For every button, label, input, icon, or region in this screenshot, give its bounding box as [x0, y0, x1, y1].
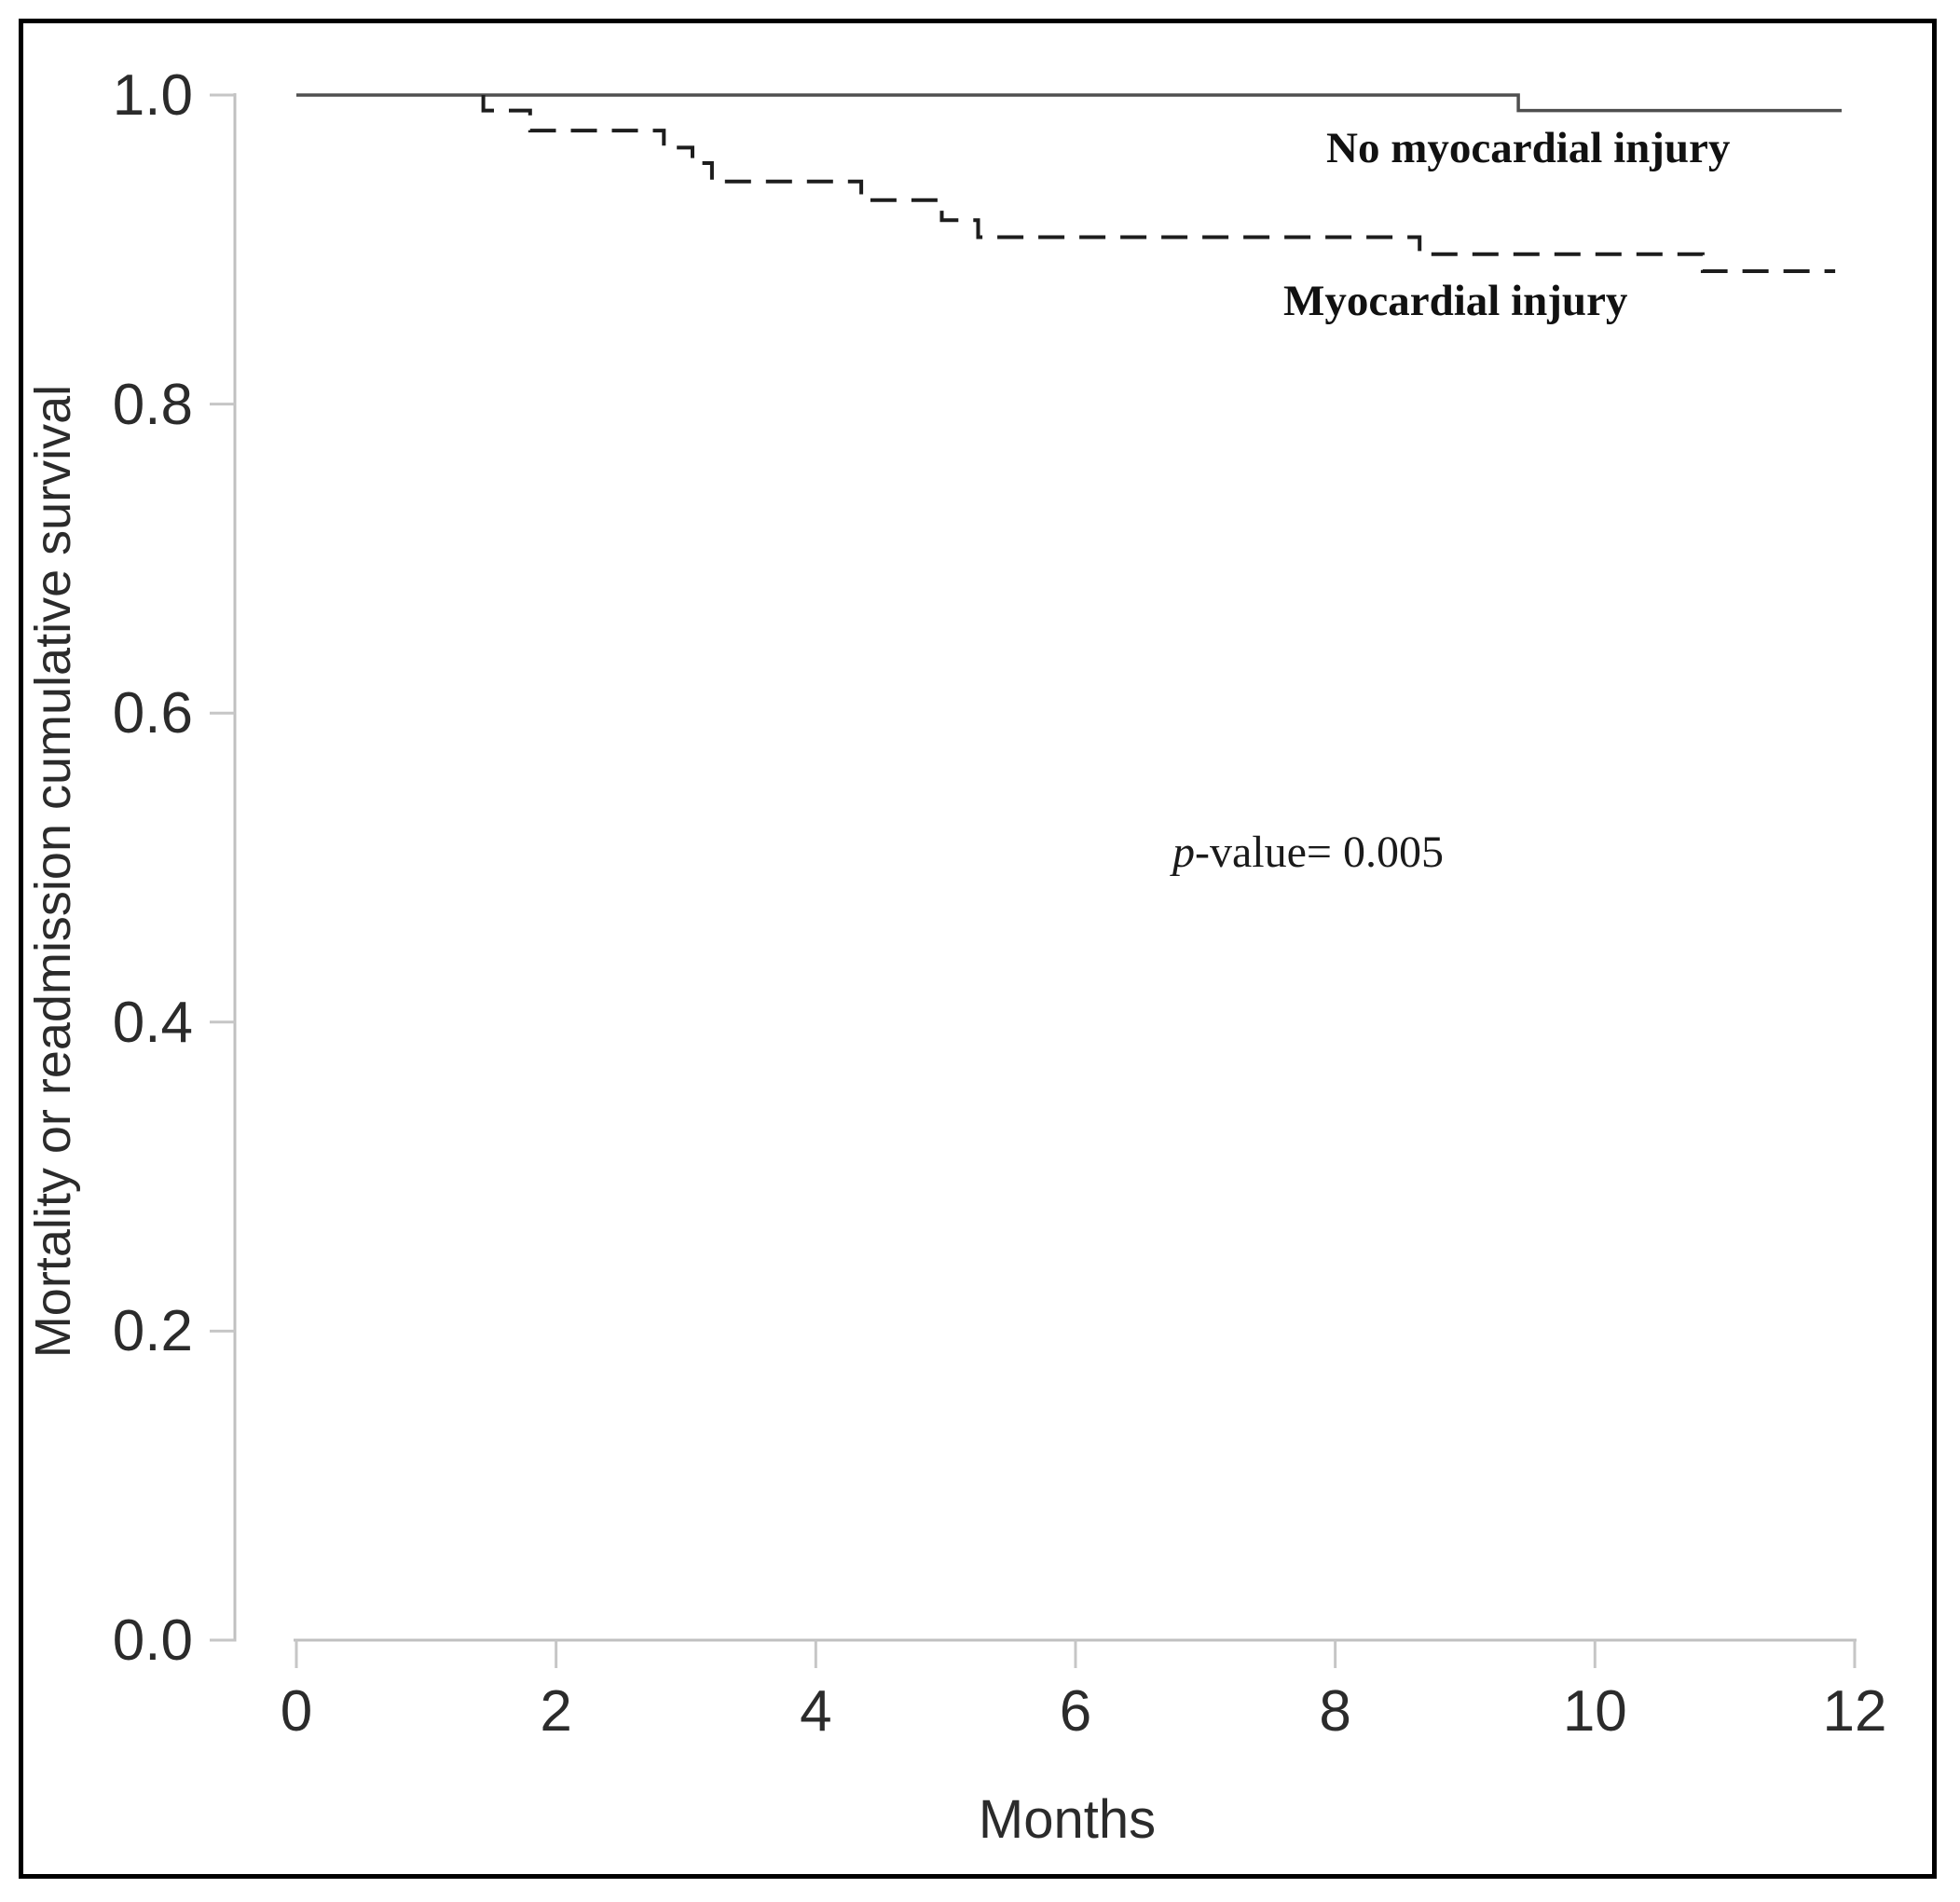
- curve-no-myocardial-injury: [296, 93, 1842, 113]
- y-axis-title: Mortality or readmission cumulative surv…: [25, 384, 81, 1359]
- x-tick-label: 0: [280, 1679, 313, 1744]
- p-value-text: -value= 0.005: [1195, 828, 1444, 877]
- x-axis-title: Months: [978, 1789, 1157, 1850]
- legend-myocardial-injury: Myocardial injury: [1283, 277, 1628, 325]
- y-tick-label: 0.6: [112, 681, 193, 746]
- p-value-symbol: p: [1172, 828, 1195, 877]
- y-tick-label: 0.2: [112, 1299, 193, 1364]
- y-tick-label: 0.4: [112, 990, 193, 1055]
- x-tick-label: 10: [1562, 1679, 1627, 1744]
- legend-no-myocardial-injury: No myocardial injury: [1326, 124, 1731, 172]
- x-tick-label: 4: [800, 1679, 832, 1744]
- y-tick-label: 0.8: [112, 372, 193, 437]
- x-tick-label: 12: [1822, 1679, 1887, 1744]
- y-tick-label: 0.0: [112, 1608, 193, 1673]
- curve-myocardial-injury: [481, 95, 1836, 273]
- figure-border: [19, 19, 1937, 1879]
- y-tick-label: 1.0: [112, 63, 193, 128]
- x-tick-label: 6: [1059, 1679, 1092, 1744]
- x-tick-label: 2: [540, 1679, 572, 1744]
- p-value-annotation: p-value= 0.005: [1172, 828, 1444, 878]
- x-tick-label: 8: [1319, 1679, 1351, 1744]
